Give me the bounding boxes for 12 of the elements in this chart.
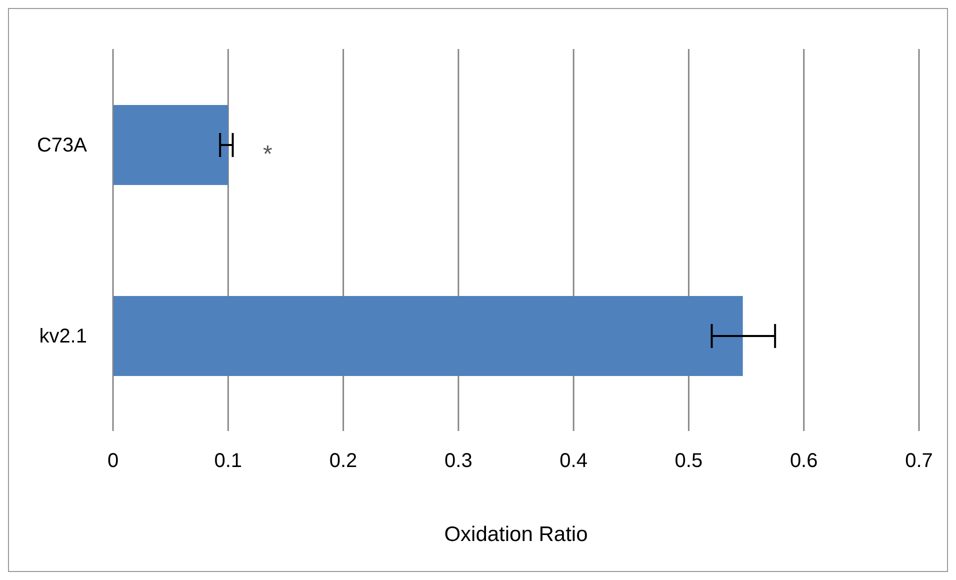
x-tick-label: 0 <box>107 450 119 472</box>
x-tick-label: 0.2 <box>329 450 358 472</box>
x-tick-label: 0.6 <box>790 450 818 472</box>
y-tick-label: kv2.1 <box>39 326 87 348</box>
x-tick-label: 0.3 <box>444 450 472 472</box>
x-tick-label: 0.7 <box>905 450 933 472</box>
x-tick-label: 0.1 <box>214 450 242 472</box>
x-tick-label: 0.4 <box>560 450 588 472</box>
y-tick-label: C73A <box>36 134 88 157</box>
x-tick-label: 0.5 <box>674 450 703 472</box>
x-axis-title: Oxidation Ratio <box>444 523 588 546</box>
annotation: * <box>263 141 272 169</box>
